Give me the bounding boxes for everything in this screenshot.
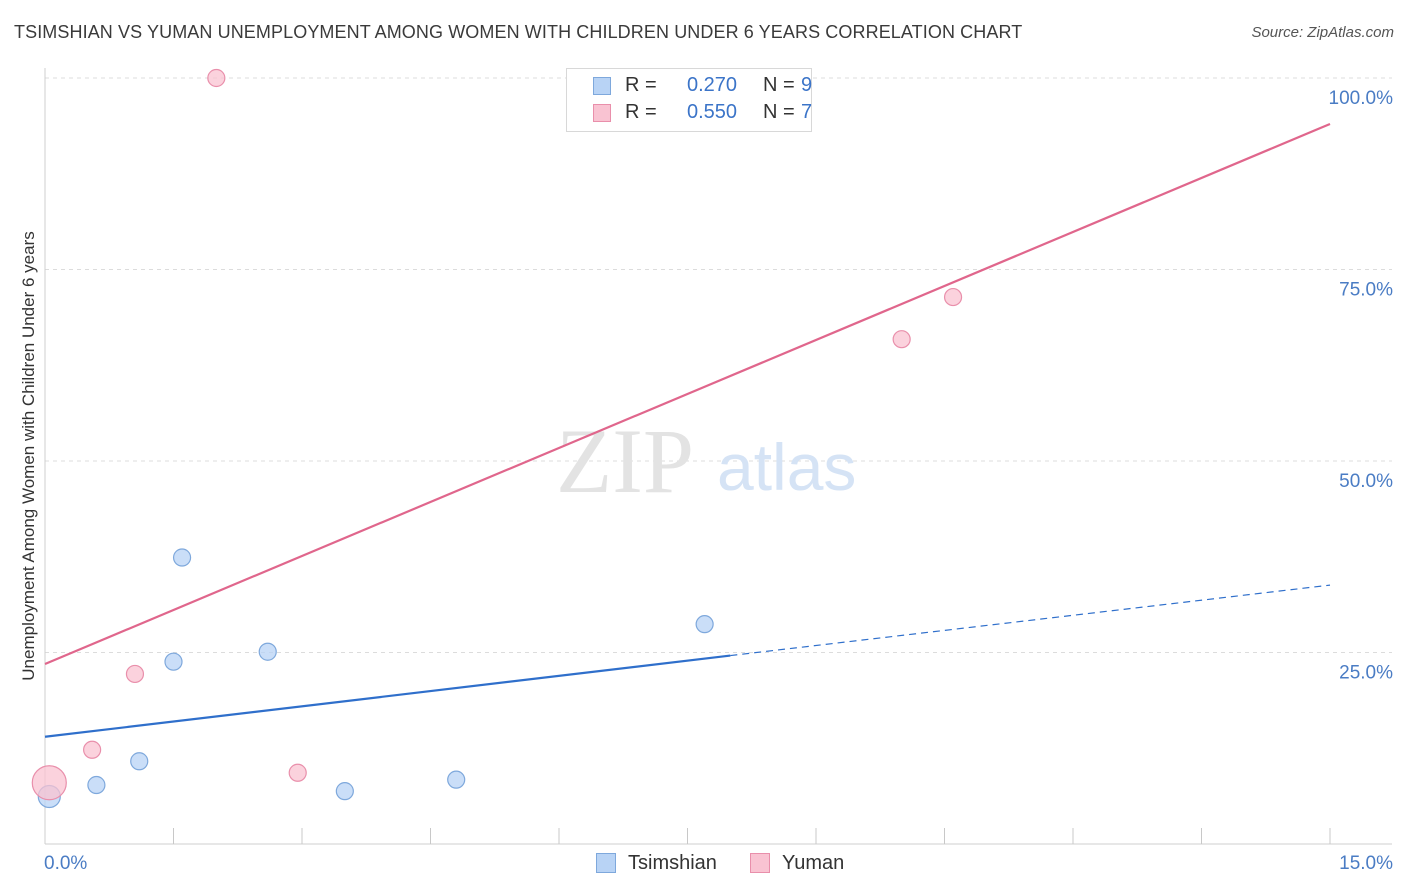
y-tick-label: 100.0% <box>1329 88 1394 109</box>
tsimshian-point <box>447 770 466 789</box>
tsimshian-point <box>172 548 192 567</box>
tsimshian-point <box>87 775 106 795</box>
gridlines <box>45 77 1392 653</box>
r-value: 0.270 <box>687 74 738 96</box>
data-points <box>31 68 963 809</box>
yuman-point <box>943 287 963 307</box>
tsimshian-point <box>130 752 149 771</box>
tick-labels: 25.0% 50.0% 75.0% 100.0% 0.0% 15.0% <box>44 88 1393 874</box>
y-tick-label: 50.0% <box>1339 471 1393 492</box>
yuman-swatch <box>750 853 770 873</box>
yuman-point <box>125 664 145 684</box>
r-label: R = <box>625 74 657 96</box>
trend-lines <box>44 122 1331 738</box>
tsimshian-swatch <box>593 77 611 95</box>
yuman-point <box>207 68 226 88</box>
axes <box>44 68 1392 845</box>
r-value: 0.550 <box>687 101 738 123</box>
yuman-point <box>31 765 67 801</box>
n-label: N = <box>763 74 795 96</box>
tsimshian-swatch <box>596 853 616 873</box>
yuman-point <box>288 763 307 782</box>
legend-label: Yuman <box>782 852 845 874</box>
y-tick-label: 75.0% <box>1339 280 1393 301</box>
tsimshian-point <box>258 642 277 661</box>
yuman-point <box>83 740 102 759</box>
n-value: 7 <box>801 101 813 123</box>
yuman-trend-line <box>44 122 1331 666</box>
source-credit: Source: ZipAtlas.com <box>1251 24 1394 41</box>
legend-label: Tsimshian <box>628 852 717 874</box>
y-tick-label: 25.0% <box>1339 663 1393 684</box>
tsimshian-trend-extension <box>730 584 1331 657</box>
watermark-zip: ZIP <box>556 410 694 512</box>
watermark-atlas: atlas <box>717 430 856 504</box>
n-value: 9 <box>801 74 813 96</box>
tsimshian-trend-line <box>44 654 731 738</box>
chart-title: TSIMSHIAN VS YUMAN UNEMPLOYMENT AMONG WO… <box>14 22 1023 42</box>
tsimshian-point <box>695 615 714 634</box>
y-axis-title: Unemployment Among Women with Children U… <box>19 231 38 680</box>
x-tick-label: 15.0% <box>1339 853 1393 874</box>
yuman-point <box>892 330 911 349</box>
tsimshian-point <box>164 652 183 671</box>
n-label: N = <box>763 101 795 123</box>
stats-legend: R = 0.270 N = 9 R = 0.550 N = 7 <box>566 68 812 132</box>
x-tick-label: 0.0% <box>44 853 87 874</box>
tsimshian-point <box>335 782 354 801</box>
yuman-swatch <box>593 104 611 122</box>
r-label: R = <box>625 101 657 123</box>
